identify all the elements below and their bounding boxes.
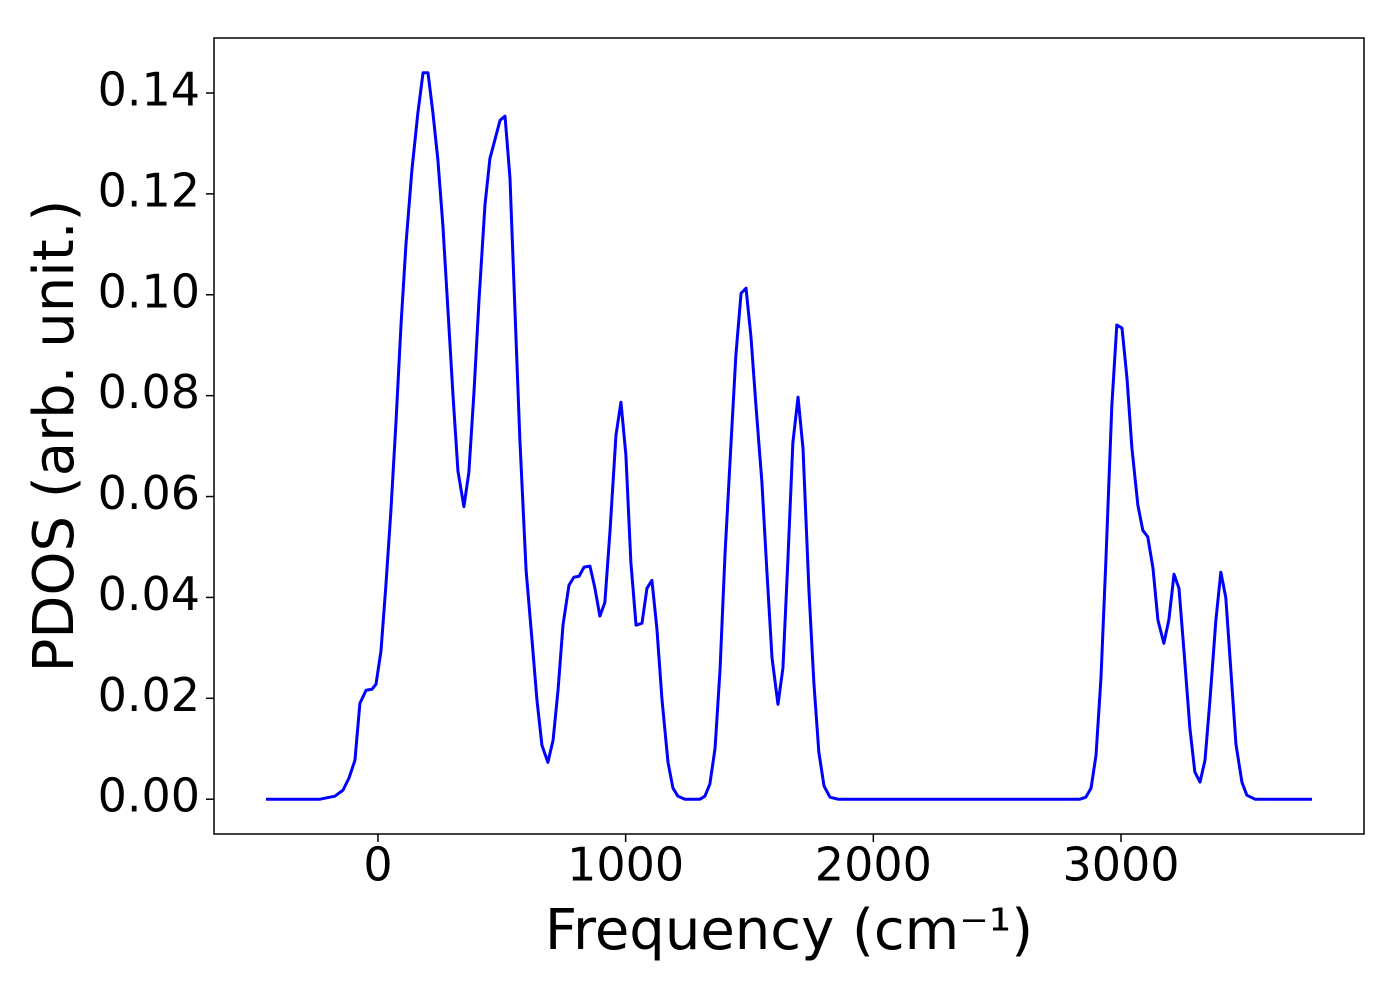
y-axis-label: PDOS (arb. unit.) xyxy=(22,200,87,673)
x-tick-label: 0 xyxy=(363,838,392,892)
y-tick-label: 0.08 xyxy=(98,365,200,419)
plot-frame xyxy=(213,37,1365,835)
x-tick-label: 3000 xyxy=(1062,838,1179,892)
x-tick-label: 2000 xyxy=(815,838,932,892)
data-line xyxy=(266,71,1312,801)
x-tick-label: 1000 xyxy=(567,838,684,892)
y-tick-label: 0.12 xyxy=(98,163,200,217)
y-tick-label: 0.06 xyxy=(98,466,200,520)
y-tick-label: 0.00 xyxy=(98,769,200,823)
y-tick-label: 0.10 xyxy=(98,264,200,318)
y-tick-label: 0.04 xyxy=(98,567,200,621)
y-tick-label: 0.14 xyxy=(98,62,200,116)
y-tick-label: 0.02 xyxy=(98,668,200,722)
x-axis-label: Frequency (cm⁻¹) xyxy=(545,898,1033,963)
